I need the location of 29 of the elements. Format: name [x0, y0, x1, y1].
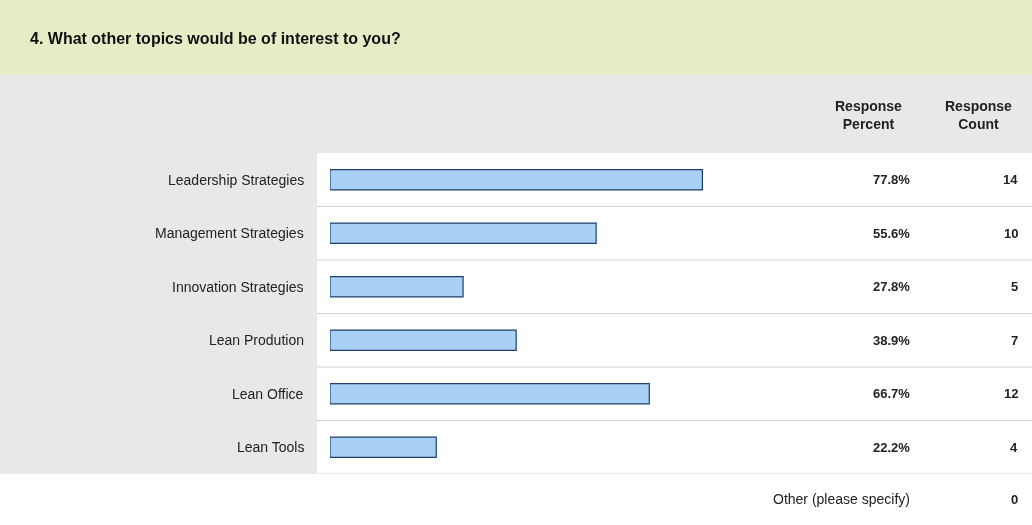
- chart-title: 4. What other topics would be of interest to you?: [30, 30, 401, 47]
- text: 4: [1010, 440, 1018, 455]
- text: 14: [1003, 172, 1019, 187]
- y-tick-label: Lean Office: [232, 386, 304, 402]
- y-tick-label: Leadership Strategies: [168, 172, 305, 188]
- bar: [330, 329, 517, 352]
- data-label: 55.6%: [873, 226, 911, 241]
- text: 7: [1011, 333, 1019, 348]
- data-label: 66.7%: [873, 386, 911, 401]
- y-tick-label: Lean Tools: [237, 439, 305, 455]
- bar: [330, 168, 703, 191]
- text: 10: [1004, 226, 1019, 241]
- text: Other (please specify): [773, 491, 910, 507]
- bar: [330, 436, 437, 459]
- y-tick-label: Management Strategies: [155, 225, 304, 241]
- data-label: 77.8%: [873, 172, 911, 187]
- bar: [330, 275, 464, 298]
- text: 12: [1004, 386, 1019, 401]
- bar: [330, 222, 597, 245]
- data-label: 27.8%: [873, 279, 911, 294]
- y-tick-label: Lean Prodution: [209, 332, 304, 348]
- text: Response Count: [945, 98, 1013, 133]
- y-tick-label: Innovation Strategies: [172, 279, 304, 295]
- data-label: 38.9%: [873, 333, 911, 348]
- text: 5: [1011, 279, 1019, 294]
- text: 0: [1011, 492, 1019, 507]
- text: Response Percent: [835, 98, 903, 133]
- data-label: 22.2%: [873, 440, 911, 455]
- bar: [330, 382, 650, 405]
